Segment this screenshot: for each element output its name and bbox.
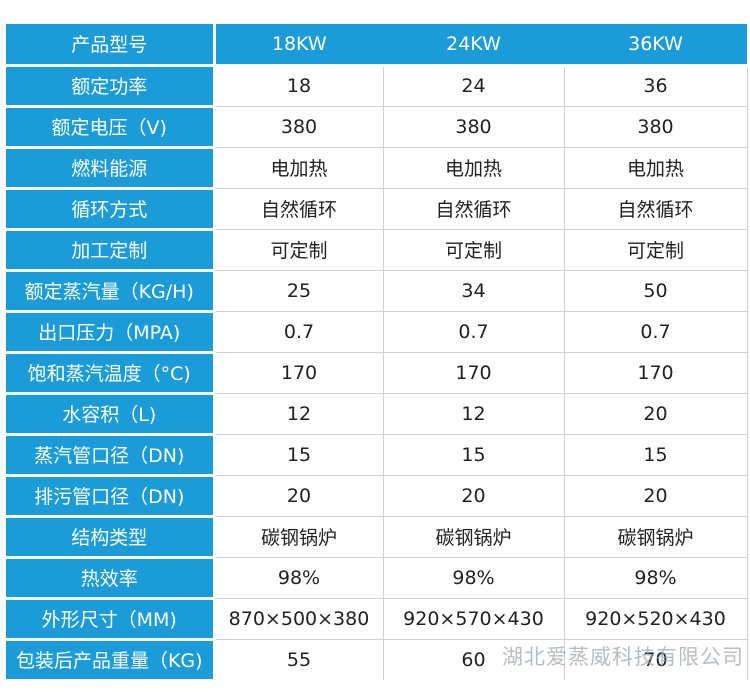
cell-36kw: 920×520×430 [564, 598, 748, 640]
table-row: 额定功率 18 24 36 [6, 65, 748, 108]
cell-18kw: 0.7 [214, 311, 384, 353]
spec-table: 产品型号 18KW 24KW 36KW 额定功率 18 24 36 额定电压（V) 38… [6, 24, 748, 682]
row-label: 出口压力（MPA) [6, 311, 216, 354]
row-label: 外形尺寸（MM) [6, 598, 216, 641]
cell-18kw: 18 [214, 65, 384, 107]
row-label: 结构类型 [6, 516, 216, 559]
cell-24kw: 20 [383, 475, 565, 517]
row-label: 加工定制 [6, 229, 216, 272]
cell-36kw: 50 [564, 270, 748, 312]
row-label: 热效率 [6, 557, 216, 600]
cell-24kw: 自然循环 [383, 188, 565, 230]
cell-24kw: 电加热 [383, 147, 565, 189]
table-row: 额定蒸汽量（KG/H) 25 34 50 [6, 270, 748, 313]
cell-24kw: 24 [383, 65, 565, 107]
cell-18kw: 55 [214, 639, 384, 680]
table-row: 循环方式 自然循环 自然循环 自然循环 [6, 188, 748, 231]
cell-18kw: 870×500×380 [214, 598, 384, 640]
cell-18kw: 电加热 [214, 147, 384, 189]
cell-36kw: 20 [564, 475, 748, 517]
cell-24kw: 0.7 [383, 311, 565, 353]
cell-36kw: 电加热 [564, 147, 748, 189]
cell-24kw: 12 [383, 393, 565, 435]
cell-36kw: 15 [564, 434, 748, 476]
row-label: 水容积（L) [6, 393, 216, 436]
table-row: 热效率 98% 98% 98% [6, 557, 748, 600]
cell-18kw: 380 [214, 106, 384, 148]
table-row: 蒸汽管口径（DN) 15 15 15 [6, 434, 748, 477]
header-cell-24kw: 24KW [383, 24, 564, 67]
cell-24kw: 920×570×430 [383, 598, 565, 640]
row-label: 燃料能源 [6, 147, 216, 190]
table-header-row: 产品型号 18KW 24KW 36KW [6, 24, 747, 67]
table-row: 包装后产品重量（KG) 55 60 70 [6, 639, 748, 682]
cell-36kw: 20 [564, 393, 748, 435]
cell-24kw: 60 [383, 639, 565, 680]
table-row: 排污管口径（DN) 20 20 20 [6, 475, 748, 518]
cell-18kw: 自然循环 [214, 188, 384, 230]
cell-36kw: 380 [564, 106, 748, 148]
cell-24kw: 170 [383, 352, 565, 394]
cell-36kw: 可定制 [564, 229, 748, 271]
cell-24kw: 15 [383, 434, 565, 476]
table-row: 水容积（L) 12 12 20 [6, 393, 748, 436]
cell-18kw: 98% [214, 557, 384, 599]
table-row: 饱和蒸汽温度（°C) 170 170 170 [6, 352, 748, 395]
table-row: 外形尺寸（MM) 870×500×380 920×570×430 920×520×43… [6, 598, 748, 641]
cell-24kw: 34 [383, 270, 565, 312]
cell-18kw: 可定制 [214, 229, 384, 271]
header-cell-36kw: 36KW [564, 24, 747, 67]
table-row: 燃料能源 电加热 电加热 电加热 [6, 147, 748, 190]
cell-36kw: 自然循环 [564, 188, 748, 230]
cell-36kw: 70 [564, 639, 748, 680]
cell-36kw: 0.7 [564, 311, 748, 353]
cell-24kw: 碳钢锅炉 [383, 516, 565, 558]
header-cell-model: 产品型号 [6, 24, 216, 67]
cell-18kw: 碳钢锅炉 [214, 516, 384, 558]
row-label: 排污管口径（DN) [6, 475, 216, 518]
row-label: 额定功率 [6, 65, 216, 108]
cell-18kw: 12 [214, 393, 384, 435]
row-label: 饱和蒸汽温度（°C) [6, 352, 216, 395]
row-label: 蒸汽管口径（DN) [6, 434, 216, 477]
table-row: 出口压力（MPA) 0.7 0.7 0.7 [6, 311, 748, 354]
cell-24kw: 可定制 [383, 229, 565, 271]
cell-18kw: 20 [214, 475, 384, 517]
cell-24kw: 380 [383, 106, 565, 148]
cell-18kw: 25 [214, 270, 384, 312]
table-row: 额定电压（V) 380 380 380 [6, 106, 748, 149]
table-row: 结构类型 碳钢锅炉 碳钢锅炉 碳钢锅炉 [6, 516, 748, 559]
row-label: 包装后产品重量（KG) [6, 639, 216, 682]
cell-36kw: 36 [564, 65, 748, 107]
cell-36kw: 碳钢锅炉 [564, 516, 748, 558]
table-row: 加工定制 可定制 可定制 可定制 [6, 229, 748, 272]
cell-18kw: 170 [214, 352, 384, 394]
row-label: 循环方式 [6, 188, 216, 231]
cell-36kw: 98% [564, 557, 748, 599]
cell-18kw: 15 [214, 434, 384, 476]
row-label: 额定电压（V) [6, 106, 216, 149]
cell-36kw: 170 [564, 352, 748, 394]
header-cell-18kw: 18KW [214, 24, 383, 67]
row-label: 额定蒸汽量（KG/H) [6, 270, 216, 313]
cell-24kw: 98% [383, 557, 565, 599]
